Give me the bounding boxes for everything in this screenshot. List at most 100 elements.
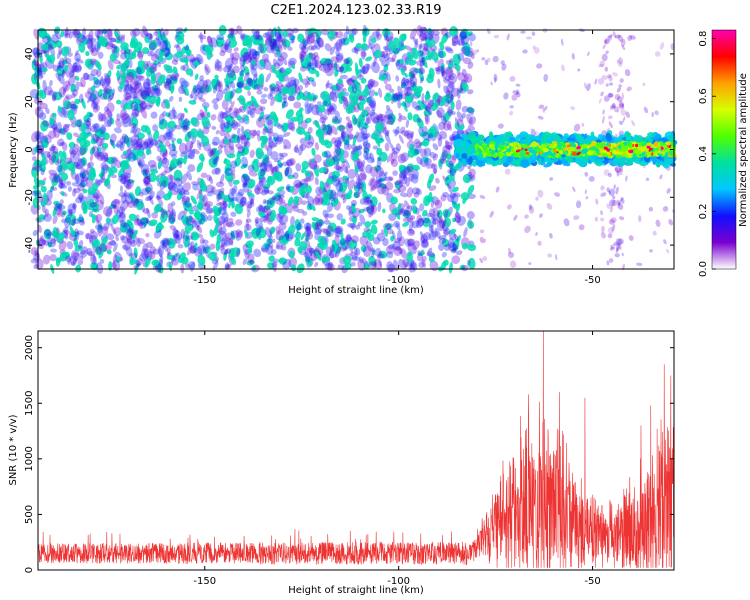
noise-blob — [363, 147, 370, 154]
noise-blob — [365, 132, 371, 138]
noise-blob — [70, 83, 76, 93]
noise-blob — [296, 263, 305, 274]
noise-blob — [205, 184, 215, 194]
noise-blob — [168, 213, 175, 225]
noise-blob — [147, 141, 153, 148]
noise-blob — [328, 105, 335, 113]
noise-blob — [217, 215, 226, 225]
noise-blob — [132, 148, 139, 160]
noise-blob — [340, 231, 344, 242]
noise-blob — [385, 71, 391, 82]
noise-blob — [141, 222, 147, 229]
noise-blob — [456, 202, 461, 213]
noise-blob — [382, 129, 388, 135]
figure-title: C2E1.2024.123.02.33.R19 — [270, 3, 441, 18]
noise-blob — [171, 182, 179, 193]
noise-blob — [429, 152, 437, 159]
noise-blob — [200, 172, 208, 179]
noise-blob — [161, 244, 167, 249]
noise-blob — [77, 216, 85, 223]
noise-blob — [287, 174, 295, 179]
noise-blob — [246, 260, 255, 266]
noise-blob — [353, 192, 360, 199]
noise-blob — [72, 202, 76, 209]
noise-blob — [211, 141, 218, 146]
noise-blob — [105, 233, 115, 241]
noise-blob — [254, 216, 260, 224]
noise-blob — [162, 239, 166, 246]
noise-blob — [58, 240, 67, 251]
noise-blob — [82, 188, 88, 194]
noise-blob — [199, 109, 205, 118]
noise-blob — [80, 171, 87, 179]
noise-blob — [67, 257, 71, 265]
noise-blob — [126, 219, 134, 230]
noise-blob — [305, 233, 310, 242]
noise-blob — [164, 52, 173, 61]
noise-blob — [451, 34, 459, 47]
noise-blob — [437, 209, 443, 220]
noise-blob — [390, 158, 395, 165]
noise-blob — [293, 146, 299, 154]
noise-blob — [381, 186, 390, 196]
noise-blob — [223, 251, 227, 261]
noise-blob — [62, 84, 69, 95]
noise-blob — [134, 186, 142, 197]
noise-blob — [367, 79, 374, 90]
noise-blob — [283, 97, 287, 104]
noise-blob — [120, 174, 129, 180]
noise-blob — [87, 94, 93, 104]
noise-blob — [299, 137, 307, 145]
noise-blob — [424, 114, 430, 125]
noise-blob — [388, 176, 394, 181]
noise-blob — [441, 238, 450, 248]
noise-blob — [48, 145, 57, 152]
noise-blob — [161, 157, 170, 168]
noise-blob — [406, 163, 415, 173]
noise-blob — [206, 111, 211, 118]
noise-blob — [284, 167, 290, 177]
noise-blob — [204, 84, 212, 93]
noise-blob — [142, 208, 150, 215]
noise-blob — [306, 203, 313, 211]
noise-blob — [256, 116, 266, 128]
noise-blob — [68, 70, 75, 77]
noise-blob — [305, 222, 312, 235]
noise-blob — [328, 92, 335, 101]
noise-blob — [215, 130, 220, 135]
noise-blob — [96, 68, 102, 78]
noise-blob — [269, 227, 276, 235]
noise-blob — [242, 58, 246, 67]
noise-blob — [40, 168, 45, 176]
noise-blob — [147, 196, 152, 201]
noise-blob — [411, 220, 420, 229]
noise-blob — [184, 236, 190, 248]
noise-blob — [146, 60, 151, 66]
noise-blob — [49, 254, 57, 262]
noise-blob — [79, 172, 86, 180]
noise-blob — [142, 169, 149, 179]
noise-blob — [355, 178, 364, 186]
noise-blob — [167, 120, 176, 130]
noise-blob — [184, 202, 191, 208]
noise-blob — [90, 125, 97, 133]
noise-blob — [235, 192, 244, 204]
noise-blob — [239, 196, 247, 207]
noise-blob — [234, 122, 241, 127]
noise-blob — [361, 65, 366, 74]
noise-blob — [42, 79, 47, 92]
noise-blob — [281, 100, 287, 109]
noise-blob — [199, 237, 205, 245]
noise-blob — [441, 33, 449, 44]
noise-blob — [248, 105, 257, 111]
noise-blob — [50, 118, 54, 127]
noise-blob — [190, 195, 197, 205]
noise-blob — [333, 164, 342, 171]
noise-blob — [412, 240, 420, 250]
noise-blob — [256, 29, 260, 35]
noise-blob — [112, 243, 118, 253]
noise-blob — [109, 138, 116, 149]
sparse-blob — [614, 253, 620, 258]
noise-blob — [52, 215, 58, 225]
